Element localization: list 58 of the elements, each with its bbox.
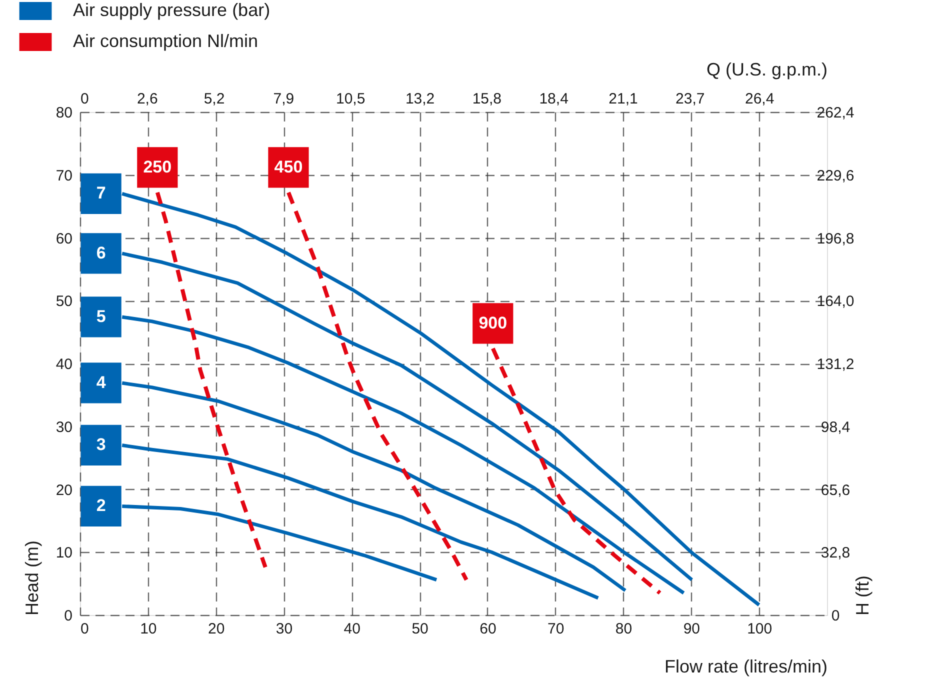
y-tick-label: 30 bbox=[56, 418, 72, 436]
y-axis-title: Head (m) bbox=[22, 540, 42, 616]
y-tick-label: 40 bbox=[56, 356, 72, 373]
y2-tick-label: 65,6 bbox=[820, 482, 850, 499]
x2-tick-label: 0 bbox=[80, 90, 89, 108]
x-tick-label: 50 bbox=[412, 620, 428, 638]
y-tick-label: 80 bbox=[56, 104, 72, 122]
x2-tick-label: 7,9 bbox=[273, 90, 294, 108]
x-tick-label: 70 bbox=[548, 620, 564, 638]
x-axis-title: Flow rate (litres/min) bbox=[664, 656, 828, 676]
y-tick-label: 50 bbox=[56, 293, 72, 310]
y2-tick-label: 0 bbox=[831, 608, 840, 624]
y-tick-label: 20 bbox=[56, 482, 72, 499]
line-series bbox=[286, 190, 468, 582]
annotation: 250 bbox=[143, 157, 172, 176]
annotation: 6 bbox=[96, 243, 106, 262]
y2-axis-title: H (ft) bbox=[852, 576, 872, 616]
y2-tick-label: 131,2 bbox=[816, 356, 854, 373]
legend-label: Air supply pressure (bar) bbox=[73, 0, 270, 20]
x2-tick-label: 2,6 bbox=[136, 90, 158, 108]
y-tick-label: 70 bbox=[56, 167, 72, 184]
annotation: 3 bbox=[96, 435, 106, 454]
y2-tick-label: 196,8 bbox=[816, 230, 854, 248]
x2-tick-label: 23,7 bbox=[676, 90, 705, 108]
x-tick-label: 30 bbox=[276, 620, 293, 638]
x2-tick-label: 10,5 bbox=[336, 90, 366, 108]
x-tick-label: 100 bbox=[747, 620, 772, 638]
x2-tick-label: 21,1 bbox=[608, 90, 638, 108]
x-tick-label: 80 bbox=[615, 620, 632, 638]
annotation: 900 bbox=[478, 313, 508, 332]
y2-tick-label: 229,6 bbox=[816, 167, 854, 184]
x2-tick-label: 5,2 bbox=[204, 90, 225, 108]
annotation: 2 bbox=[96, 496, 106, 516]
annotation: 7 bbox=[96, 184, 106, 203]
y-tick-label: 60 bbox=[56, 230, 72, 248]
x2-tick-label: 26,4 bbox=[744, 90, 774, 108]
y2-tick-label: 32,8 bbox=[820, 544, 850, 562]
y2-tick-label: 262,4 bbox=[816, 104, 854, 122]
legend-label: Air consumption Nl/min bbox=[73, 31, 258, 51]
y2-tick-label: 164,0 bbox=[816, 293, 854, 310]
y-tick-label: 10 bbox=[56, 544, 72, 562]
line-series bbox=[490, 346, 662, 595]
x-tick-label: 20 bbox=[208, 620, 225, 638]
x2-tick-label: 13,2 bbox=[405, 90, 435, 108]
x-tick-label: 90 bbox=[683, 620, 700, 638]
y-tick-label: 0 bbox=[64, 608, 72, 624]
x-tick-label: 0 bbox=[80, 620, 89, 638]
x2-tick-label: 18,4 bbox=[539, 90, 568, 108]
annotation: 450 bbox=[274, 157, 303, 176]
line-series bbox=[155, 190, 268, 570]
x-tick-label: 40 bbox=[344, 620, 360, 638]
x-tick-label: 10 bbox=[140, 620, 157, 638]
x-tick-label: 60 bbox=[480, 620, 496, 638]
x2-axis-title: Q (U.S. g.p.m.) bbox=[706, 60, 828, 80]
annotation: 5 bbox=[96, 306, 106, 326]
x2-tick-label: 15,8 bbox=[472, 90, 502, 108]
annotation: 4 bbox=[96, 372, 106, 392]
y2-tick-label: 98,4 bbox=[820, 418, 850, 436]
